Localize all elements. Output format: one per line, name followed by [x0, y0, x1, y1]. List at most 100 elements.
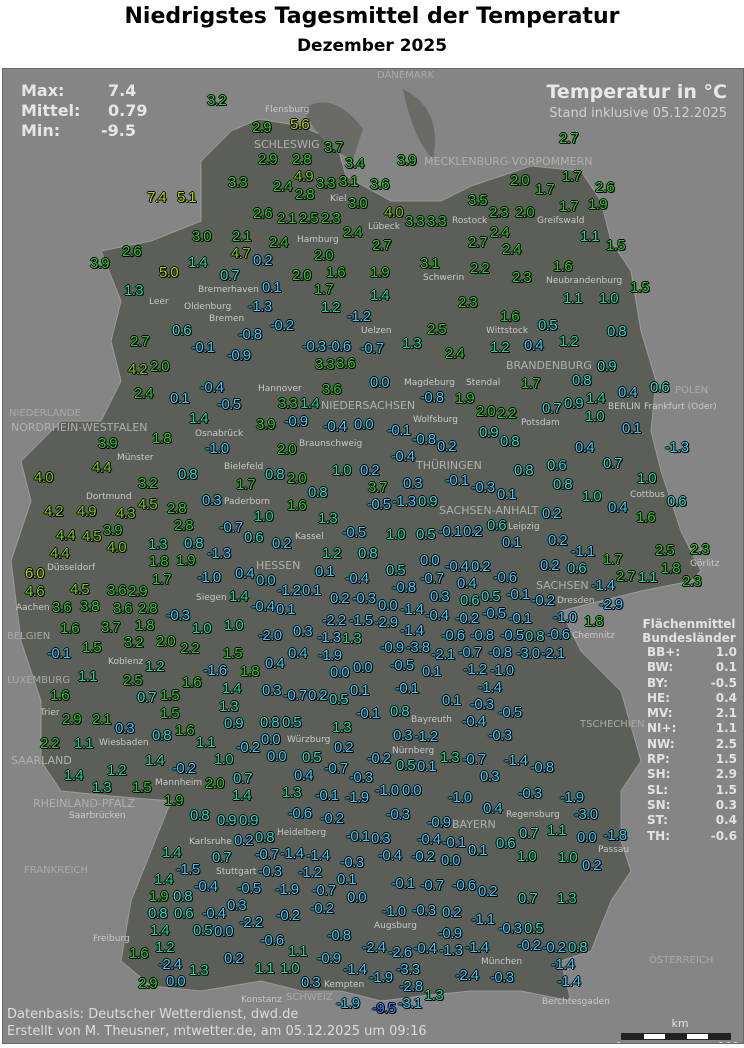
station-value: -0.6	[288, 805, 312, 822]
station-value: 4.0	[384, 204, 404, 221]
station-value: 0.2	[253, 252, 273, 269]
station-value: 0.4	[457, 575, 477, 592]
station-value: 0.3	[403, 475, 423, 492]
station-value: 2.9	[138, 975, 158, 992]
station-value: -1.0	[553, 609, 577, 626]
station-value: -1.4	[557, 973, 581, 990]
station-value: 3.3	[316, 175, 336, 192]
station-value: 1.5	[630, 279, 650, 296]
station-value: 1.6	[287, 497, 307, 514]
station-value: 1.0	[332, 462, 352, 479]
station-value: 0.7	[220, 267, 240, 284]
station-value: 2.5	[427, 321, 447, 338]
station-value: -0.5	[390, 657, 414, 674]
station-value: 2.9	[252, 119, 272, 136]
state-mean: -0.6	[710, 828, 737, 843]
region-label: RHEINLAND-PFALZ	[33, 797, 136, 810]
station-value: -2.4	[158, 956, 182, 973]
station-value: -0.7	[420, 570, 444, 587]
city-label: Rostock	[452, 216, 488, 226]
city-label: Bayreuth	[411, 715, 452, 725]
station-value: 0.6	[487, 517, 507, 534]
country-label: BELGIEN	[7, 631, 51, 642]
station-value: 0.0	[347, 889, 367, 906]
station-value: -0.2	[310, 900, 334, 917]
station-value: 3.7	[101, 619, 121, 636]
station-value: -0.8	[488, 644, 512, 661]
station-value: -3.8	[406, 639, 430, 656]
region-label: NIEDERSACHSEN	[321, 399, 416, 412]
station-value: 1.2	[490, 339, 510, 356]
city-label: Kassel	[295, 532, 324, 542]
city-label: Mannheim	[155, 778, 203, 788]
station-value: 0.8	[500, 433, 520, 450]
station-value: 1.4	[64, 767, 84, 784]
legend-row: BY: -0.5	[647, 676, 737, 691]
station-value: -0.3	[498, 920, 522, 937]
station-value: 1.0	[280, 960, 300, 977]
station-value: 0.2	[442, 904, 462, 921]
state-mean: 0.4	[715, 690, 737, 705]
station-value: -0.9	[317, 950, 341, 967]
station-value: -0.7	[312, 882, 336, 899]
germany-land	[10, 118, 702, 1002]
station-value: -1.2	[463, 661, 487, 678]
station-value: -0.3	[488, 727, 512, 744]
city-label: Nürnberg	[392, 746, 435, 756]
station-value: 0.2	[437, 438, 457, 455]
station-value: 2.7	[616, 568, 636, 585]
station-value: -1.2	[277, 582, 301, 599]
station-value: 0.3	[115, 720, 135, 737]
station-value: 3.3	[427, 213, 447, 230]
legend-row: SH: 2.9	[647, 767, 737, 782]
station-value: 4.9	[77, 503, 97, 520]
station-value: 2.7	[468, 234, 488, 251]
station-value: -3.0	[574, 806, 598, 823]
station-value: 1.0	[599, 290, 619, 307]
station-value: 0.3	[480, 768, 500, 785]
station-value: 4.2	[44, 503, 64, 520]
station-value: -0.3	[302, 338, 326, 355]
station-value: -1.2	[414, 728, 438, 745]
state-mean: -0.5	[710, 675, 737, 690]
station-value: -0.1	[191, 339, 215, 356]
city-label: München	[481, 957, 523, 967]
station-value: -2.8	[399, 978, 423, 995]
station-value: -0.7	[283, 687, 307, 704]
station-value: 0.1	[502, 534, 522, 551]
station-value: 2.3	[682, 573, 702, 590]
station-value: -1.9	[275, 881, 299, 898]
station-value: 1.7	[236, 476, 256, 493]
station-value: -0.7	[255, 846, 279, 863]
station-value: 4.3	[116, 505, 136, 522]
station-value: 0.4	[524, 337, 544, 354]
station-value: -0.6	[452, 877, 476, 894]
germany-outline	[10, 89, 702, 1002]
station-value: 0.8	[255, 829, 275, 846]
station-value: 2.0	[277, 441, 297, 458]
city-label: Dortmund	[86, 492, 132, 502]
station-value: 5.1	[177, 189, 197, 206]
station-value: -0.4	[391, 448, 415, 465]
station-value: -0.6	[441, 627, 465, 644]
station-value: 1.1	[74, 735, 94, 752]
data-source: Datenbasis: Deutscher Wetterdienst, dwd.…	[7, 1007, 299, 1022]
station-value: 1.3	[124, 282, 144, 299]
station-value: 0.1	[350, 682, 370, 699]
state-code: MV:	[647, 706, 673, 721]
station-value: 1.0	[585, 408, 605, 425]
station-value: -1.4	[465, 939, 489, 956]
station-value: 1.3	[332, 719, 352, 736]
station-value: 2.6	[595, 179, 615, 196]
station-value: 1.3	[342, 630, 362, 647]
station-value: 3.9	[103, 522, 123, 539]
station-value: 2.3	[489, 204, 509, 221]
station-value: -0.1	[442, 834, 466, 851]
country-label: NIEDERLANDE	[9, 408, 81, 419]
city-label: Würzburg	[287, 735, 331, 745]
station-value: -0.7	[420, 877, 444, 894]
station-value: 3.3	[228, 174, 248, 191]
station-value: -0.7	[360, 340, 384, 357]
station-value: 1.5	[606, 237, 626, 254]
station-value: 0.5	[416, 526, 436, 543]
